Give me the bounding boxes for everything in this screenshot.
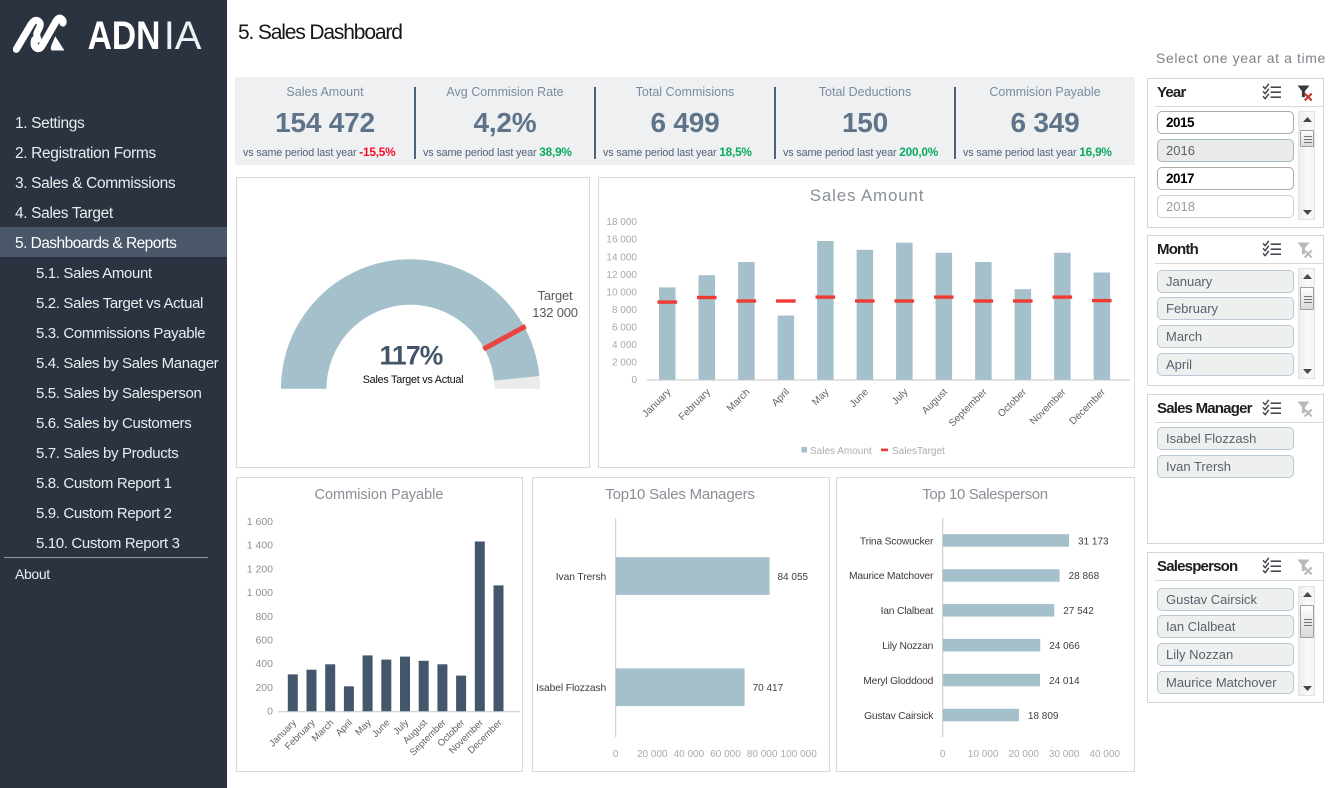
svg-text:6 000: 6 000	[612, 322, 637, 333]
svg-text:600: 600	[255, 635, 273, 647]
svg-text:1 400: 1 400	[247, 540, 273, 552]
svg-text:18 000: 18 000	[606, 217, 637, 228]
svg-text:1 200: 1 200	[247, 563, 273, 575]
svg-text:May: May	[353, 717, 374, 738]
svg-text:0: 0	[940, 749, 946, 760]
svg-text:Maurice Matchover: Maurice Matchover	[849, 571, 934, 582]
svg-text:March: March	[310, 718, 336, 744]
svg-text:2 000: 2 000	[612, 358, 637, 369]
svg-text:12 000: 12 000	[606, 270, 637, 281]
svg-text:February: February	[677, 387, 713, 423]
svg-text:117%: 117%	[379, 341, 442, 371]
svg-text:Ivan Trersh: Ivan Trersh	[556, 572, 607, 583]
svg-text:28 868: 28 868	[1069, 571, 1100, 582]
svg-text:100 000: 100 000	[781, 749, 818, 760]
svg-text:August: August	[920, 387, 950, 417]
svg-text:18 809: 18 809	[1028, 711, 1059, 722]
svg-text:Meryl Gloddood: Meryl Gloddood	[863, 676, 933, 687]
svg-text:Gustav Cairsick: Gustav Cairsick	[864, 711, 934, 722]
svg-text:October: October	[996, 386, 1029, 419]
svg-text:Lily Nozzan: Lily Nozzan	[882, 641, 933, 652]
svg-text:April: April	[770, 387, 792, 409]
svg-text:24 014: 24 014	[1049, 676, 1080, 687]
svg-text:April: April	[334, 718, 355, 739]
svg-text:Isabel Flozzash: Isabel Flozzash	[536, 683, 606, 694]
svg-text:10 000: 10 000	[968, 749, 999, 760]
svg-text:1 600: 1 600	[247, 516, 273, 528]
svg-text:200: 200	[255, 682, 273, 694]
svg-text:Trina Scowucker: Trina Scowucker	[860, 536, 934, 547]
svg-text:400: 400	[255, 658, 273, 670]
svg-text:24 066: 24 066	[1049, 641, 1080, 652]
svg-text:Sales Amount: Sales Amount	[810, 446, 872, 457]
svg-text:84 055: 84 055	[778, 572, 809, 583]
svg-text:70 417: 70 417	[753, 683, 784, 694]
svg-text:800: 800	[255, 611, 273, 623]
svg-text:January: January	[640, 387, 673, 420]
svg-text:Commision Payable: Commision Payable	[315, 487, 444, 503]
svg-text:Sales Amount: Sales Amount	[810, 186, 925, 205]
svg-text:SalesTarget: SalesTarget	[892, 446, 945, 457]
svg-text:10 000: 10 000	[606, 287, 637, 298]
svg-text:November: November	[1028, 386, 1069, 427]
svg-text:September: September	[947, 386, 990, 429]
svg-text:1 000: 1 000	[247, 587, 273, 599]
svg-text:Top 10 Salesperson: Top 10 Salesperson	[922, 486, 1047, 503]
svg-text:4 000: 4 000	[612, 340, 637, 351]
svg-text:80 000: 80 000	[747, 749, 778, 760]
svg-text:Ian Clalbeat: Ian Clalbeat	[881, 606, 934, 617]
svg-text:14 000: 14 000	[606, 252, 637, 263]
svg-text:Top10 Sales Managers: Top10 Sales Managers	[605, 486, 754, 503]
svg-text:60 000: 60 000	[710, 749, 741, 760]
svg-text:27 542: 27 542	[1063, 606, 1094, 617]
svg-text:ADN: ADN	[88, 13, 161, 57]
svg-text:0: 0	[613, 749, 619, 760]
svg-text:Target: Target	[538, 288, 574, 303]
svg-text:20 000: 20 000	[1008, 749, 1039, 760]
svg-text:June: June	[848, 387, 871, 410]
svg-text:16 000: 16 000	[606, 235, 637, 246]
svg-text:March: March	[725, 387, 752, 414]
svg-text:June: June	[370, 718, 392, 740]
svg-text:40 000: 40 000	[1089, 749, 1120, 760]
svg-text:July: July	[890, 387, 910, 407]
svg-text:40 000: 40 000	[674, 749, 705, 760]
svg-text:31 173: 31 173	[1078, 536, 1109, 547]
svg-text:May: May	[810, 387, 831, 408]
svg-text:8 000: 8 000	[612, 305, 637, 316]
svg-text:IA: IA	[164, 14, 202, 58]
svg-text:132 000: 132 000	[532, 305, 578, 320]
svg-text:30 000: 30 000	[1049, 749, 1080, 760]
svg-text:0: 0	[631, 375, 637, 386]
svg-text:December: December	[1068, 386, 1109, 427]
svg-text:20 000: 20 000	[637, 749, 668, 760]
svg-text:Sales Target vs Actual: Sales Target vs Actual	[363, 374, 464, 386]
svg-text:0: 0	[267, 706, 273, 718]
